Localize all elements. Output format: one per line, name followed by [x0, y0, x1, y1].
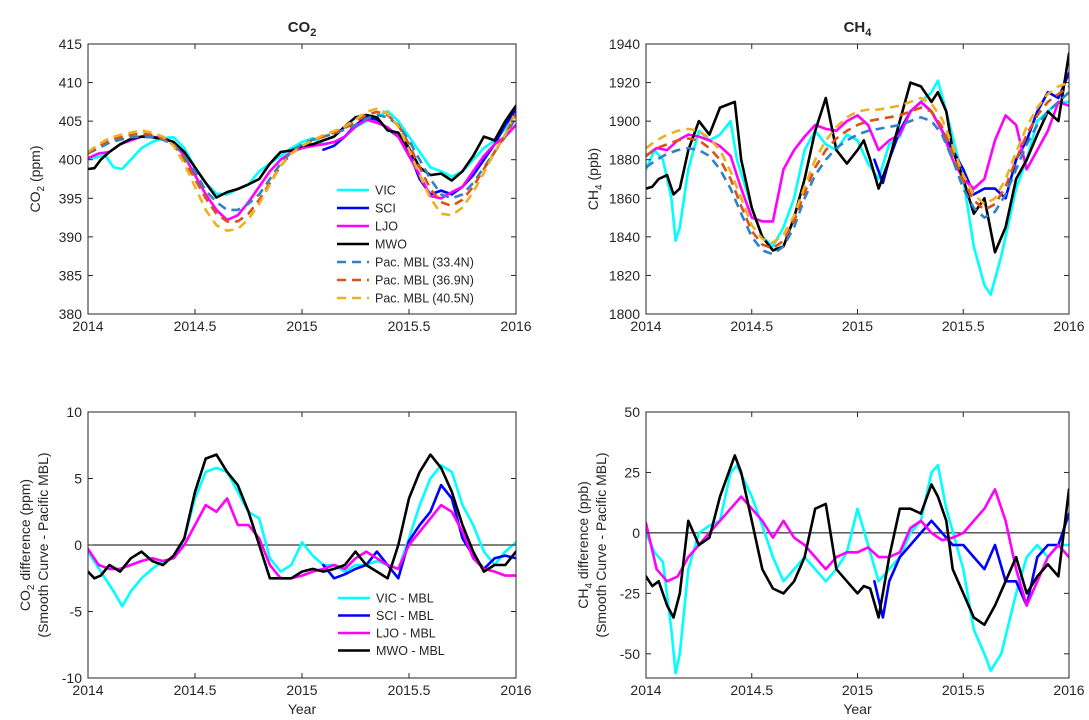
x-tick-label: 2016: [500, 682, 531, 698]
legend-entry: MWO: [375, 238, 407, 252]
y-tick-label: 405: [59, 113, 83, 129]
y-tick-label: 1820: [609, 267, 640, 283]
y-tick-label: 25: [624, 464, 640, 480]
x-tick-label: 2016: [500, 318, 531, 334]
x-tick-label: 2014.5: [174, 682, 217, 698]
series-line-pac-mbl-33-4n-: [88, 113, 516, 212]
panel-1: 2014 2014.5 2015 2015.5 2016 380 385 390 395 400 4…: [27, 19, 532, 334]
y-tick-label: 1840: [609, 229, 640, 245]
y-tick-label: 0: [74, 537, 82, 553]
y-axis-label: CH4 difference (ppb): [575, 481, 595, 609]
series-line-vic-mbl: [88, 463, 516, 608]
legend-entry: Pac. MBL (40.5N): [375, 292, 474, 306]
x-axis-label: Year: [288, 701, 317, 717]
panel-3: 2014 2014.5 2015 2015.5 2016 -10 -5 0 5 10 Year CO2…: [17, 404, 532, 717]
legend: VIC - MBL SCI - MBL LJO - MBL MWO - MBL: [338, 592, 445, 658]
y-tick-label: 1880: [609, 152, 640, 168]
y-tick-label: 410: [59, 75, 83, 91]
legend: VIC SCI LJO MWO Pac. MBL (33.4N) Pac. MBL (36…: [337, 184, 474, 306]
x-tick-label: 2014: [630, 318, 661, 334]
y-tick-label: 385: [59, 267, 83, 283]
chart-title: CH4: [844, 19, 873, 39]
y-tick-label: 0: [632, 525, 640, 541]
series-line-vic-mbl: [646, 463, 1069, 675]
y-tick-label: 5: [74, 471, 82, 487]
series-line-vic: [646, 79, 1069, 296]
legend-entry: MWO - MBL: [376, 644, 445, 658]
y-tick-label: 380: [59, 306, 83, 322]
legend-entry: VIC - MBL: [376, 592, 434, 606]
y-tick-label: -25: [620, 585, 640, 601]
y-axis-label: CO2 (ppm): [27, 145, 47, 212]
y-tick-label: 390: [59, 229, 83, 245]
x-tick-label: 2016: [1053, 682, 1084, 698]
y-tick-label: 1800: [609, 306, 640, 322]
y-axis-label: CH4 (ppb): [585, 148, 605, 210]
x-tick-label: 2015: [842, 318, 873, 334]
series-line-mwo: [88, 104, 516, 199]
series-line-ljo-mbl: [646, 488, 1069, 607]
series-line-pac-mbl-40-5n-: [646, 81, 1069, 244]
legend-entry: SCI: [375, 202, 396, 216]
series-line-pac-mbl-36-9n-: [646, 85, 1069, 250]
series-line-vic: [88, 108, 516, 196]
y-tick-label: 400: [59, 152, 83, 168]
y-tick-label: -10: [62, 670, 82, 686]
x-tick-label: 2015.5: [388, 318, 431, 334]
x-tick-label: 2015: [286, 682, 317, 698]
legend-entry: LJO - MBL: [376, 627, 436, 641]
series-line-ljo-mbl: [88, 497, 516, 580]
y-tick-label: -50: [620, 646, 640, 662]
y-axis-label-line2: (Smooth Curve - Pacific MBL): [593, 452, 609, 637]
legend-entry: Pac. MBL (33.4N): [375, 256, 474, 270]
x-tick-label: 2014: [630, 682, 661, 698]
y-axis-label-line2: (Smooth Curve - Pacific MBL): [35, 452, 51, 637]
x-tick-label: 2015.5: [942, 682, 985, 698]
x-tick-label: 2015.5: [942, 318, 985, 334]
series-line-mwo-mbl: [88, 453, 516, 580]
x-tick-label: 2014.5: [174, 318, 217, 334]
series-line-pac-mbl-40-5n-: [88, 107, 516, 232]
x-tick-label: 2014: [72, 318, 103, 334]
y-tick-label: 1940: [609, 36, 640, 52]
y-tick-label: -5: [70, 604, 83, 620]
x-axis-label: Year: [843, 701, 872, 717]
y-tick-label: 415: [59, 36, 83, 52]
series-line-pac-mbl-33-4n-: [646, 91, 1069, 256]
x-tick-label: 2014.5: [730, 682, 773, 698]
x-tick-label: 2016: [1053, 318, 1084, 334]
series-line-pac-mbl-36-9n-: [88, 110, 516, 223]
y-tick-label: 395: [59, 190, 83, 206]
legend-entry: Pac. MBL (36.9N): [375, 274, 474, 288]
x-tick-label: 2015: [842, 682, 873, 698]
x-tick-label: 2015: [286, 318, 317, 334]
series-line-sci: [873, 71, 1069, 200]
series-line-sci-mbl: [873, 512, 1069, 619]
panel-2: 2014 2014.5 2015 2015.5 2016 1800 1820 1840 1860…: [585, 19, 1085, 334]
x-tick-label: 2015.5: [388, 682, 431, 698]
legend-entry: LJO: [375, 220, 398, 234]
y-tick-label: 1900: [609, 113, 640, 129]
chart-title: CO2: [288, 19, 317, 39]
y-tick-label: 10: [66, 404, 82, 420]
legend-entry: VIC: [375, 184, 396, 198]
plot-frame: [645, 43, 1070, 315]
series-line-mwo-mbl: [646, 454, 1069, 627]
panel-4: 2014 2014.5 2015 2015.5 2016 -50 -25 0 25 50 Year C…: [575, 404, 1085, 717]
y-axis-label: CO2 difference (ppm): [17, 479, 37, 611]
x-tick-label: 2014: [72, 682, 103, 698]
y-tick-label: 50: [624, 404, 640, 420]
y-tick-label: 1860: [609, 190, 640, 206]
series-line-mwo: [646, 52, 1069, 254]
x-tick-label: 2014.5: [730, 318, 773, 334]
legend-entry: SCI - MBL: [376, 609, 434, 623]
y-tick-label: 1920: [609, 75, 640, 91]
series-line-ljo: [646, 100, 1069, 223]
